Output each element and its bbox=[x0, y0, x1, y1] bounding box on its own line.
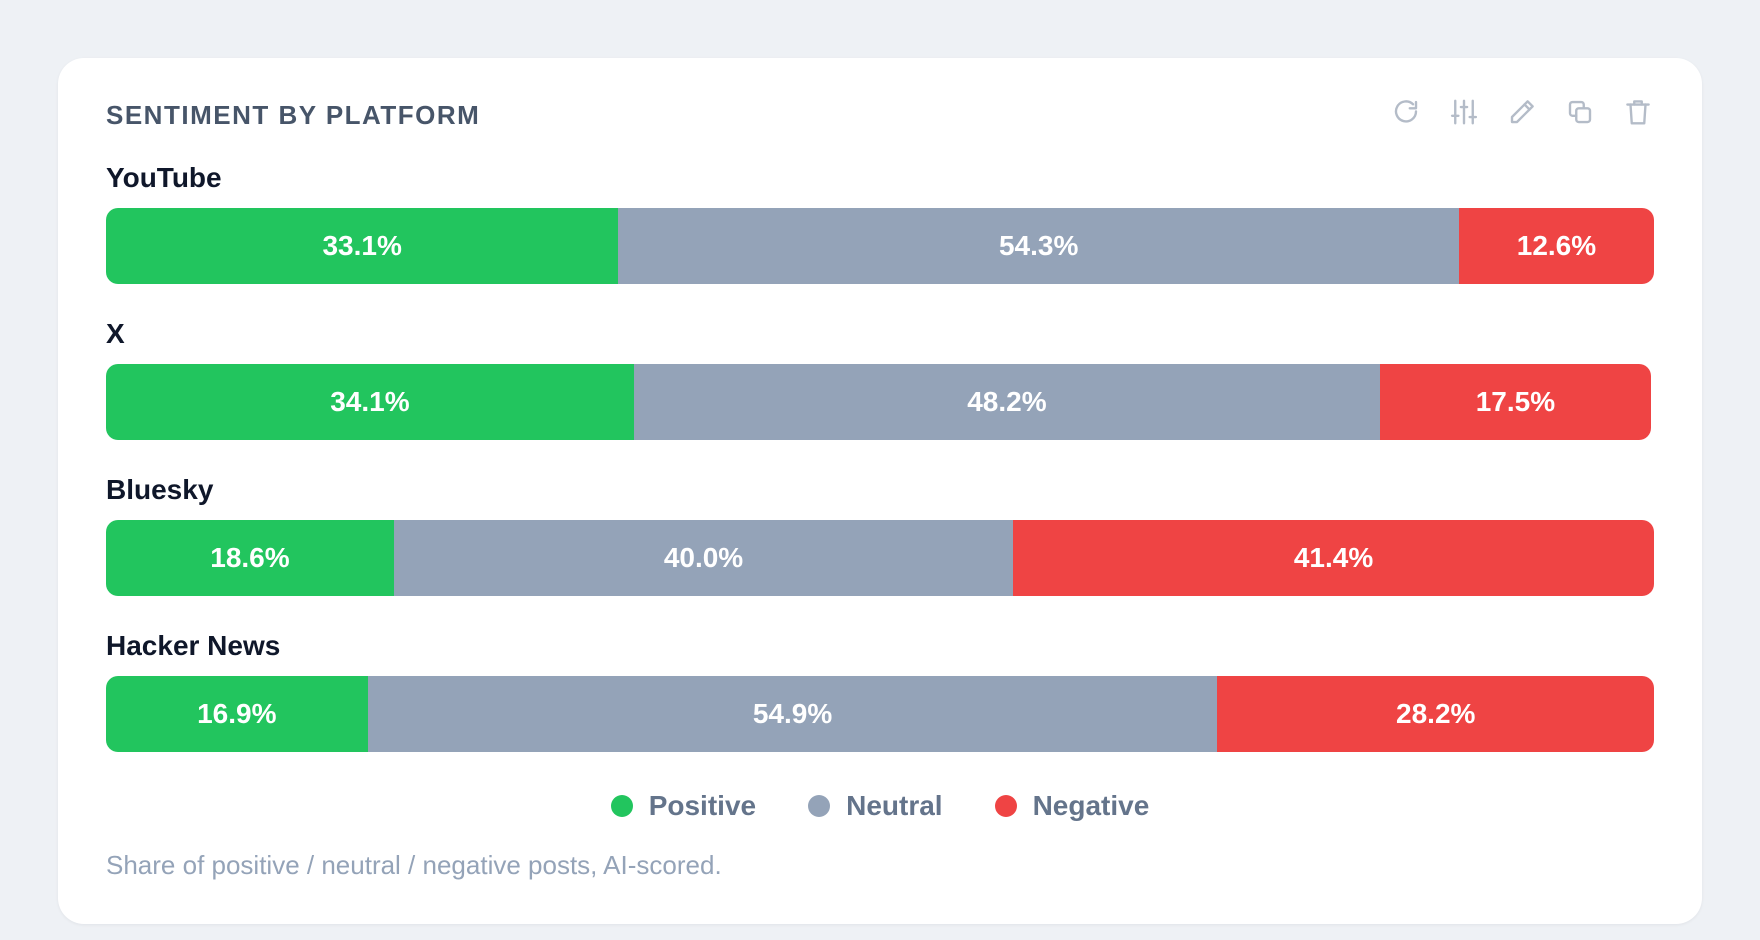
bar-value-label: 40.0% bbox=[663, 542, 744, 573]
bar-value-label: 18.6% bbox=[210, 542, 290, 573]
bar-value-label: 12.6% bbox=[1516, 230, 1597, 261]
bar-value-label: 16.9% bbox=[197, 698, 277, 729]
bar-segment-neutral[interactable]: 54.3% bbox=[618, 208, 1459, 284]
bar-value-label: 54.3% bbox=[998, 230, 1079, 261]
card-toolbar bbox=[1390, 96, 1654, 128]
legend-item-negative[interactable]: Negative bbox=[994, 788, 1150, 824]
copy-icon bbox=[1568, 100, 1592, 124]
chart-footnote: Share of positive / neutral / negative p… bbox=[106, 850, 722, 880]
legend-swatch bbox=[808, 795, 831, 817]
bar-value-label: 34.1% bbox=[330, 386, 410, 417]
platform-row: Hacker News 16.9% 54.9% 28.2% bbox=[106, 628, 1654, 784]
sliders-icon bbox=[1450, 99, 1478, 125]
card-title: SENTIMENT BY PLATFORM bbox=[106, 100, 481, 130]
bar-segment-negative[interactable]: 28.2% bbox=[1217, 676, 1654, 752]
bar-value-label: 41.4% bbox=[1293, 542, 1374, 573]
delete-button[interactable] bbox=[1622, 96, 1654, 128]
trash-icon bbox=[1626, 100, 1650, 125]
refresh-button[interactable] bbox=[1390, 96, 1422, 128]
legend-label: Negative bbox=[1032, 790, 1150, 821]
bar-value-label: 33.1% bbox=[322, 230, 402, 261]
bar-segment-positive[interactable]: 34.1% bbox=[106, 364, 634, 440]
platform-row: X 34.1% 48.2% 17.5% bbox=[106, 316, 1654, 472]
bar-value-label: 17.5% bbox=[1475, 386, 1556, 417]
platform-label: X bbox=[106, 318, 125, 349]
refresh-icon bbox=[1394, 100, 1418, 123]
stacked-bar: 33.1% 54.3% 12.6% bbox=[106, 208, 1654, 284]
platform-label: Bluesky bbox=[106, 474, 214, 505]
filters-button[interactable] bbox=[1448, 96, 1480, 128]
bar-segment-negative[interactable]: 17.5% bbox=[1379, 364, 1651, 440]
stacked-bar: 34.1% 48.2% 17.5% bbox=[106, 364, 1651, 440]
stacked-bar-chart: YouTube 33.1% 54.3% 12.6% X 34.1% 48.2% 17.5% Bl… bbox=[106, 160, 1654, 784]
pencil-icon bbox=[1510, 100, 1534, 124]
bar-segment-neutral[interactable]: 48.2% bbox=[633, 364, 1380, 440]
legend-swatch bbox=[610, 795, 633, 817]
bar-segment-negative[interactable]: 12.6% bbox=[1458, 208, 1654, 284]
platform-label: Hacker News bbox=[106, 630, 281, 661]
bar-segment-neutral[interactable]: 54.9% bbox=[367, 676, 1218, 752]
chart-legend: Positive Neutral Negative bbox=[58, 788, 1702, 824]
bar-value-label: 54.9% bbox=[752, 698, 833, 729]
platform-row: Bluesky 18.6% 40.0% 41.4% bbox=[106, 472, 1654, 628]
legend-item-neutral[interactable]: Neutral bbox=[808, 788, 943, 824]
bar-segment-neutral[interactable]: 40.0% bbox=[393, 520, 1014, 596]
bar-value-label: 48.2% bbox=[967, 386, 1047, 417]
bar-segment-positive[interactable]: 16.9% bbox=[106, 676, 368, 752]
sentiment-card: SENTIMENT BY PLATFORM bbox=[58, 58, 1702, 924]
legend-item-positive[interactable]: Positive bbox=[610, 788, 757, 824]
edit-button[interactable] bbox=[1506, 96, 1538, 128]
bar-segment-positive[interactable]: 33.1% bbox=[106, 208, 619, 284]
legend-swatch bbox=[994, 795, 1017, 817]
stacked-bar: 16.9% 54.9% 28.2% bbox=[106, 676, 1654, 752]
platform-label: YouTube bbox=[106, 162, 222, 193]
bar-value-label: 28.2% bbox=[1396, 698, 1476, 729]
legend-label: Positive bbox=[648, 790, 757, 821]
duplicate-button[interactable] bbox=[1564, 96, 1596, 128]
bar-segment-positive[interactable]: 18.6% bbox=[106, 520, 394, 596]
legend-label: Neutral bbox=[846, 790, 943, 821]
stacked-bar: 18.6% 40.0% 41.4% bbox=[106, 520, 1654, 596]
bar-segment-negative[interactable]: 41.4% bbox=[1013, 520, 1654, 596]
platform-row: YouTube 33.1% 54.3% 12.6% bbox=[106, 160, 1654, 316]
